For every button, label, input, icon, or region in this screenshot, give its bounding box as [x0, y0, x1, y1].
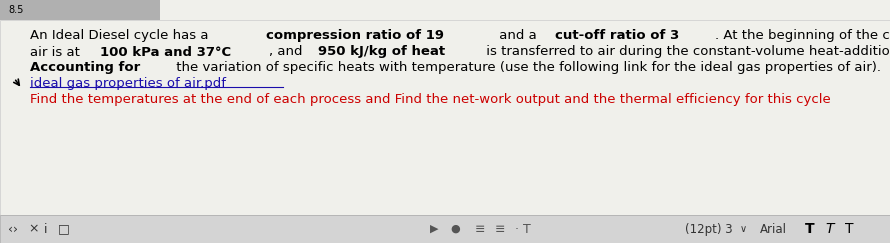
Text: , and: , and — [269, 45, 307, 59]
Text: Accounting for: Accounting for — [30, 61, 141, 75]
Text: Arial: Arial — [760, 223, 787, 235]
Text: Find the temperatures at the end of each process and Find the net-work output an: Find the temperatures at the end of each… — [30, 93, 830, 105]
Text: ‹›: ‹› — [8, 223, 18, 235]
Text: ▶: ▶ — [430, 224, 439, 234]
Text: the variation of specific heats with temperature (use the following link for the: the variation of specific heats with tem… — [173, 61, 881, 75]
FancyBboxPatch shape — [0, 20, 890, 215]
Text: 100 kPa and 37°C: 100 kPa and 37°C — [100, 45, 231, 59]
Text: ≡: ≡ — [475, 223, 486, 235]
Text: 8.5: 8.5 — [8, 5, 23, 15]
Text: . At the beginning of the compression process,: . At the beginning of the compression pr… — [716, 29, 890, 43]
FancyBboxPatch shape — [0, 215, 890, 243]
Text: and a: and a — [496, 29, 541, 43]
Text: · T: · T — [515, 223, 530, 235]
Text: ideal gas properties of air.pdf: ideal gas properties of air.pdf — [30, 77, 226, 89]
Text: ≡: ≡ — [495, 223, 506, 235]
Text: is transferred to air during the constant-volume heat-addition process.: is transferred to air during the constan… — [481, 45, 890, 59]
Text: T: T — [845, 222, 854, 236]
Text: T: T — [805, 222, 814, 236]
Text: (12pt) 3: (12pt) 3 — [685, 223, 732, 235]
Text: ×: × — [28, 223, 38, 235]
Text: compression ratio of 19: compression ratio of 19 — [266, 29, 444, 43]
FancyBboxPatch shape — [0, 0, 160, 20]
Text: ∨: ∨ — [740, 224, 747, 234]
Text: cut-off ratio of 3: cut-off ratio of 3 — [554, 29, 679, 43]
Text: T: T — [825, 222, 834, 236]
Text: □: □ — [58, 223, 69, 235]
Text: ●: ● — [450, 224, 460, 234]
Text: i: i — [44, 223, 47, 235]
Text: An Ideal Diesel cycle has a: An Ideal Diesel cycle has a — [30, 29, 213, 43]
Text: 950 kJ/kg of heat: 950 kJ/kg of heat — [318, 45, 445, 59]
Text: air is at: air is at — [30, 45, 85, 59]
